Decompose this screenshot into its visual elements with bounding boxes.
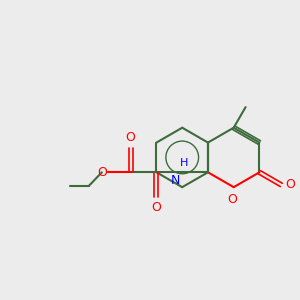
Text: O: O	[285, 178, 295, 191]
Text: H: H	[179, 158, 188, 168]
Text: O: O	[227, 193, 237, 206]
Text: N: N	[171, 174, 181, 187]
Text: O: O	[151, 200, 161, 214]
Text: O: O	[97, 166, 107, 179]
Text: O: O	[126, 131, 136, 144]
